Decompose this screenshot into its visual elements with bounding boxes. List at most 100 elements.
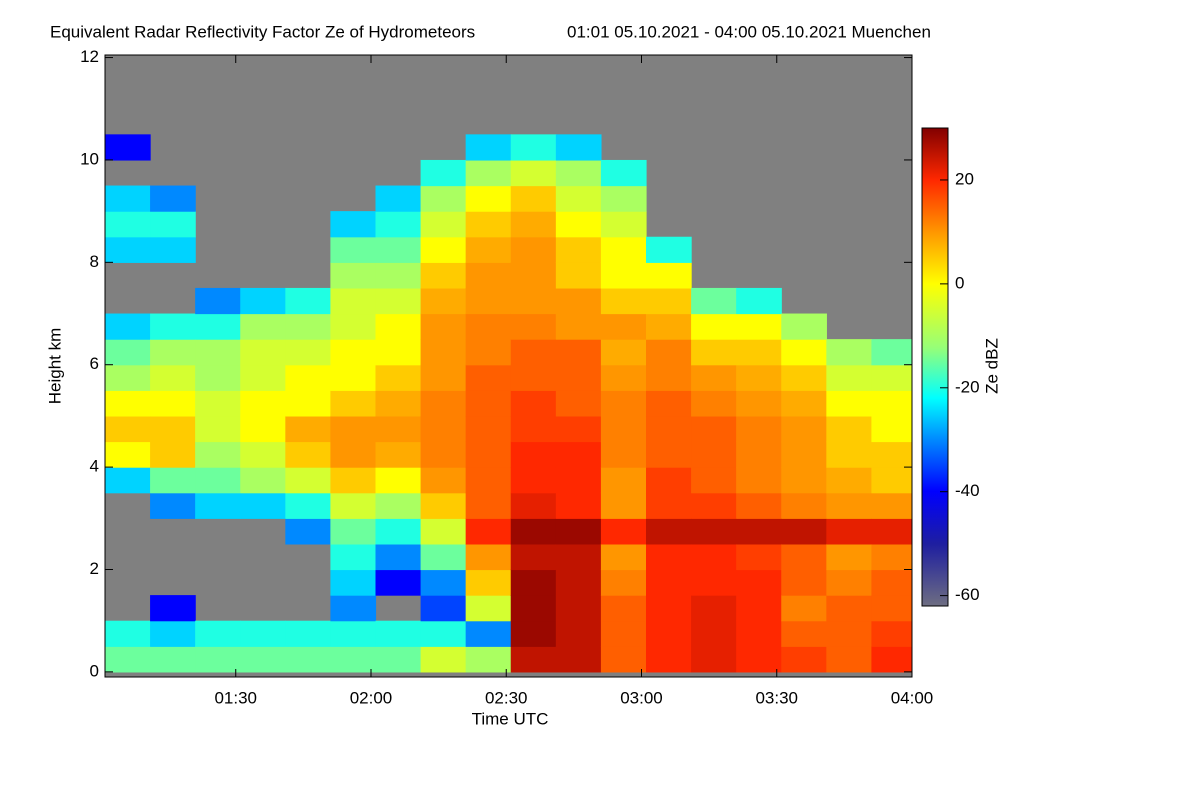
heatmap-cell (510, 287, 557, 315)
heatmap-cell (510, 543, 557, 571)
heatmap-cell (465, 364, 512, 391)
heatmap-cell (781, 543, 827, 571)
heatmap-cell (465, 441, 512, 468)
heatmap-cell (736, 313, 782, 340)
heatmap-cell (600, 518, 647, 545)
heatmap-cell (195, 441, 241, 468)
heatmap-cell (691, 595, 737, 622)
heatmap-cell (736, 595, 782, 622)
heatmap-cell (871, 646, 912, 673)
heatmap-cell (330, 339, 377, 366)
heatmap-cell (420, 646, 467, 673)
heatmap-cell (240, 415, 286, 443)
heatmap-cell (645, 569, 692, 596)
heatmap-cell (375, 492, 422, 519)
heatmap-cell (330, 543, 377, 571)
y-axis-label: Height km (45, 328, 64, 405)
heatmap-cell (150, 646, 196, 673)
heatmap-cell (871, 441, 912, 468)
heatmap-cell (871, 467, 912, 494)
heatmap-cell (420, 415, 467, 443)
heatmap-cell (105, 313, 151, 340)
heatmap-cell (600, 620, 647, 647)
x-tick-label: 02:00 (350, 688, 393, 707)
heatmap-cell (420, 595, 467, 622)
heatmap-cell (105, 236, 151, 263)
heatmap-cell (150, 364, 196, 391)
heatmap-cell (555, 159, 602, 187)
heatmap-cell (375, 569, 422, 596)
heatmap-cell (645, 313, 692, 340)
heatmap-cell (420, 620, 467, 647)
colorbar (922, 128, 948, 606)
heatmap-cell (510, 159, 557, 187)
heatmap-cell (195, 339, 241, 366)
heatmap-cell (150, 211, 196, 238)
heatmap-cell (195, 390, 241, 417)
heatmap-cell (510, 467, 557, 494)
heatmap-cell (330, 518, 377, 545)
heatmap-cell (375, 313, 422, 340)
heatmap-cell (781, 390, 827, 417)
heatmap-cell (691, 415, 737, 443)
heatmap-cell (826, 595, 873, 622)
colorbar-frame (921, 127, 949, 607)
heatmap-cell (375, 441, 422, 468)
heatmap-cell (691, 313, 737, 340)
heatmap-cell (871, 518, 912, 545)
heatmap-cell (105, 390, 151, 417)
heatmap-cell (600, 543, 647, 571)
heatmap-cell (600, 364, 647, 391)
heatmap-cell (555, 339, 602, 366)
heatmap-cell (240, 390, 286, 417)
heatmap-cell (555, 518, 602, 545)
heatmap-cell (555, 262, 602, 289)
heatmap-cell (240, 646, 286, 673)
heatmap-cell (736, 518, 782, 545)
heatmap-cell (781, 415, 827, 443)
heatmap-cell (555, 569, 602, 596)
heatmap-cell (285, 364, 332, 391)
y-tick-label: 6 (90, 354, 99, 373)
heatmap-cell (240, 441, 286, 468)
heatmap-cell (510, 595, 557, 622)
heatmap-cell (826, 390, 873, 417)
heatmap-cell (736, 390, 782, 417)
heatmap-cell (736, 415, 782, 443)
heatmap-cell (150, 313, 196, 340)
heatmap-cell (330, 415, 377, 443)
heatmap-cell (105, 646, 151, 673)
heatmap-cell (645, 492, 692, 519)
colorbar-tick-label: -60 (955, 585, 980, 604)
heatmap-cell (781, 595, 827, 622)
heatmap-cell (600, 262, 647, 289)
heatmap-cell (465, 646, 512, 673)
heatmap-cell (871, 620, 912, 647)
chart-title: Equivalent Radar Reflectivity Factor Ze … (50, 22, 475, 41)
heatmap-cell (600, 236, 647, 263)
heatmap-cell (645, 339, 692, 366)
heatmap-cell (826, 467, 873, 494)
heatmap-cell (465, 569, 512, 596)
heatmap-cell (510, 492, 557, 519)
heatmap-cell (826, 620, 873, 647)
heatmap-cell (510, 364, 557, 391)
heatmap-cell (645, 364, 692, 391)
heatmap-cell (555, 620, 602, 647)
heatmap-cell (691, 543, 737, 571)
heatmap-cell (420, 364, 467, 391)
heatmap-cell (645, 646, 692, 673)
heatmap-cell (150, 595, 196, 622)
heatmap-cell (691, 569, 737, 596)
heatmap-cell (555, 441, 602, 468)
heatmap-cell (555, 492, 602, 519)
colorbar-tick-label: -40 (955, 481, 980, 500)
heatmap-cell (285, 646, 332, 673)
heatmap-cell (691, 467, 737, 494)
colorbar-tick-label: -20 (955, 377, 980, 396)
heatmap-cell (555, 543, 602, 571)
heatmap-cell (465, 134, 512, 161)
heatmap-cell (826, 543, 873, 571)
heatmap-cell (420, 339, 467, 366)
heatmap-cell (510, 134, 557, 161)
